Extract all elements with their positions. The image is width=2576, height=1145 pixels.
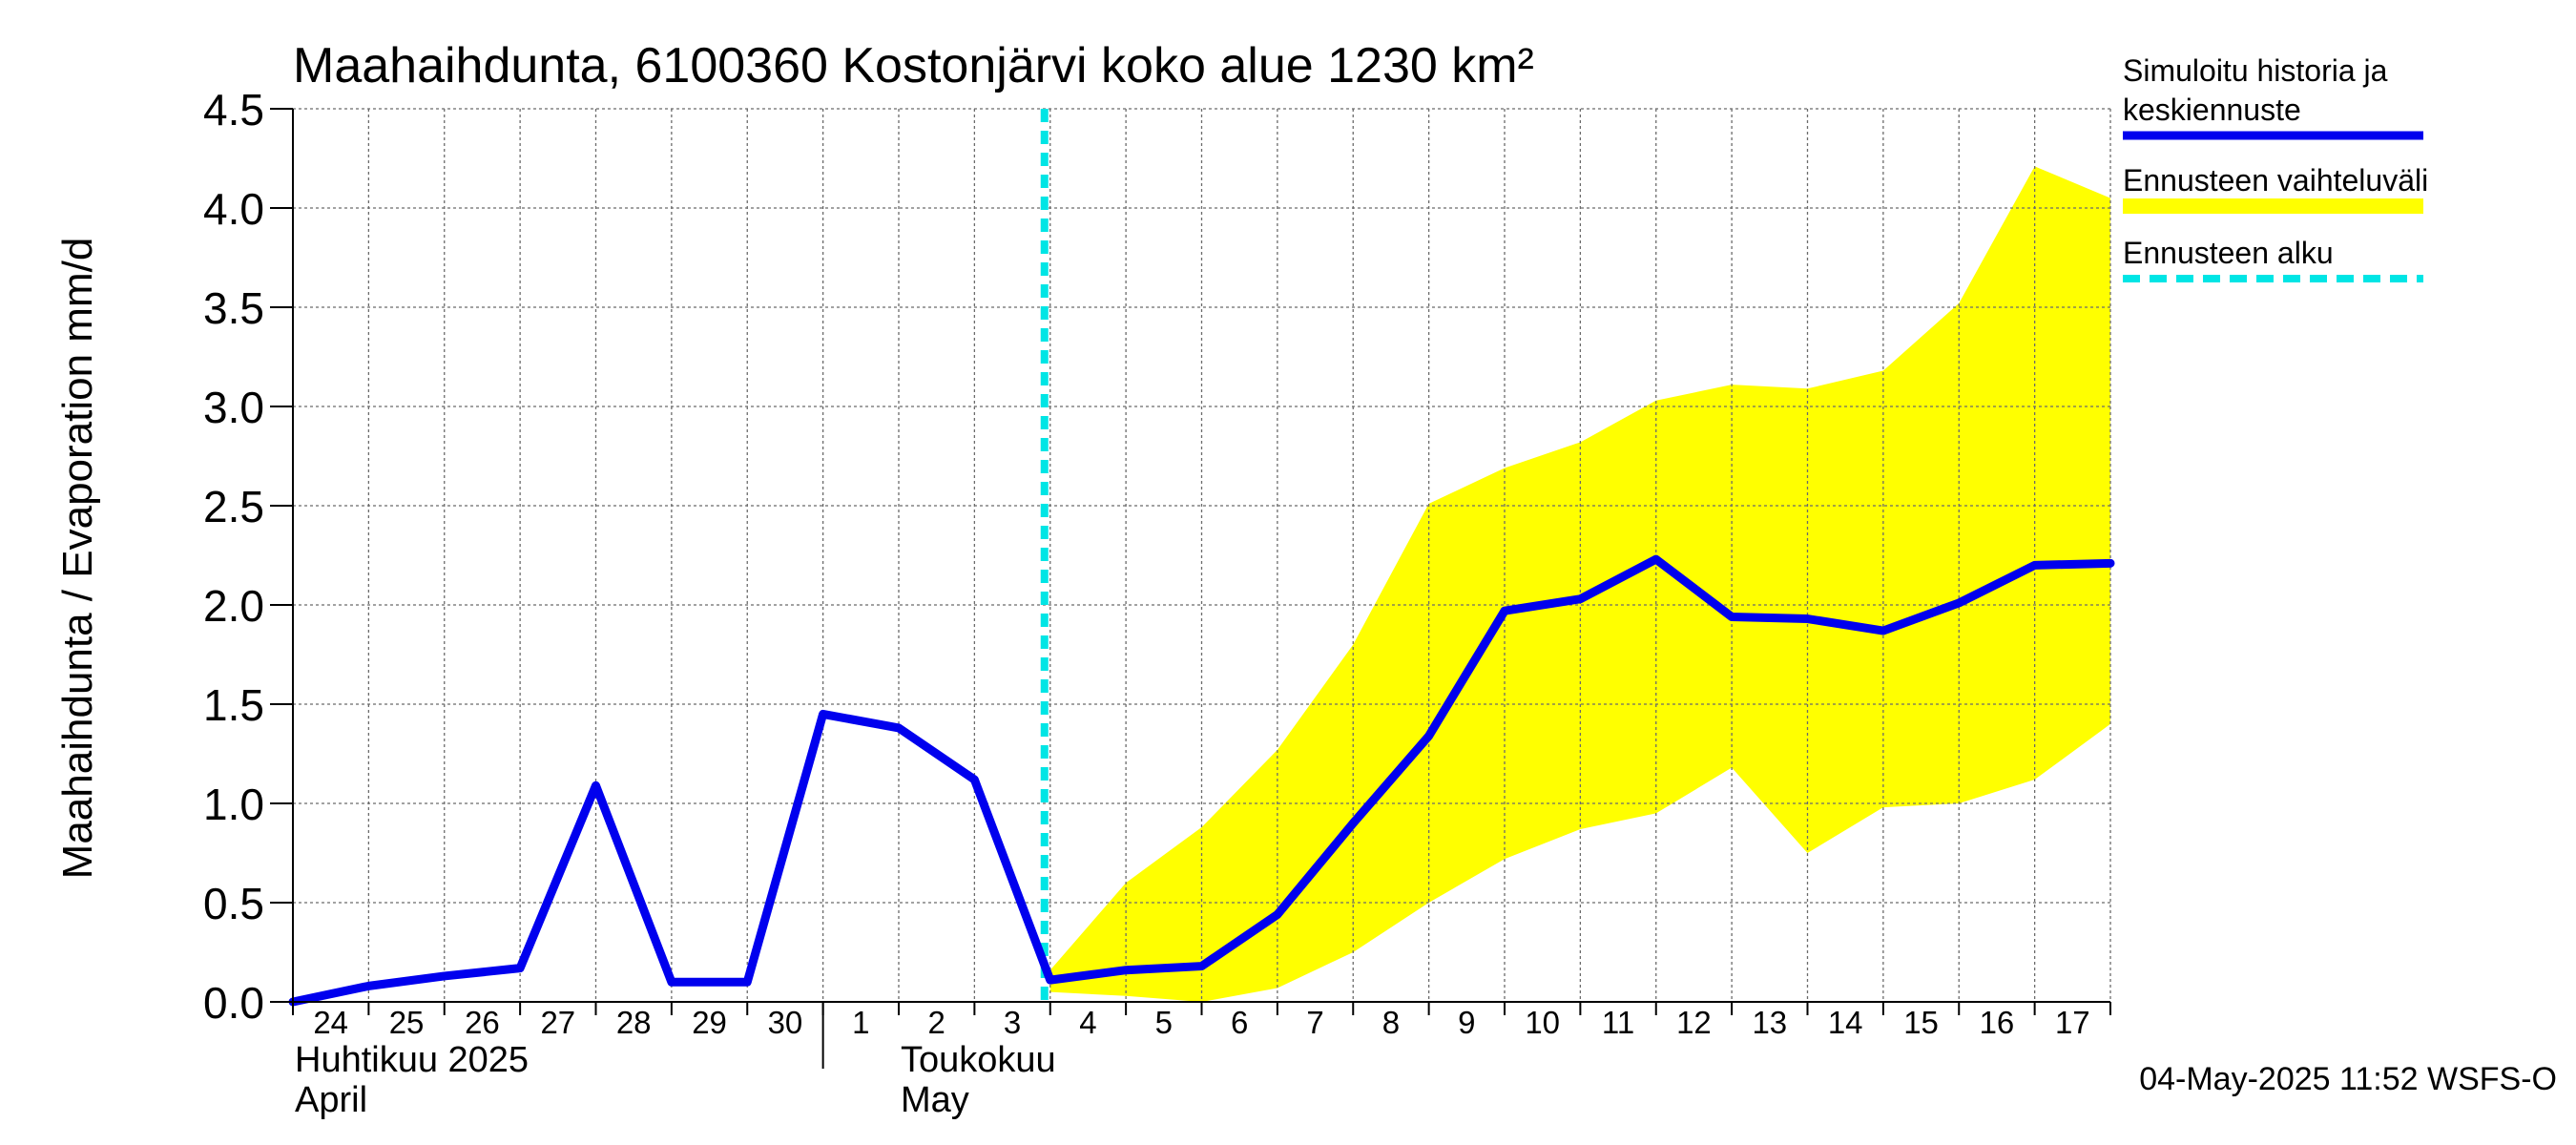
x-day-label: 5 xyxy=(1155,1005,1173,1040)
x-day-label: 30 xyxy=(768,1005,803,1040)
x-day-label: 14 xyxy=(1828,1005,1863,1040)
x-day-label: 11 xyxy=(1602,1005,1634,1040)
x-day-label: 29 xyxy=(692,1005,727,1040)
legend: Simuloitu historia ja keskiennuste Ennus… xyxy=(2123,53,2428,282)
x-day-label: 16 xyxy=(1980,1005,2015,1040)
month-label-line2: May xyxy=(901,1080,969,1120)
x-day-label: 25 xyxy=(389,1005,425,1040)
y-tick-label: 0.5 xyxy=(203,879,264,928)
x-day-label: 13 xyxy=(1752,1005,1787,1040)
x-day-label: 2 xyxy=(928,1005,945,1040)
x-day-label: 10 xyxy=(1525,1005,1560,1040)
legend-entry-0-line2: keskiennuste xyxy=(2123,93,2301,127)
y-tick-label: 2.0 xyxy=(203,581,264,631)
x-day-label: 27 xyxy=(540,1005,575,1040)
y-tick-label: 4.5 xyxy=(203,85,264,135)
grid-layer xyxy=(293,108,2111,1002)
x-day-label: 24 xyxy=(313,1005,348,1040)
y-tick-label: 3.5 xyxy=(203,283,264,333)
footer-timestamp: 04-May-2025 11:52 WSFS-O xyxy=(2139,1061,2557,1097)
x-day-label: 4 xyxy=(1079,1005,1096,1040)
x-day-label: 9 xyxy=(1458,1005,1475,1040)
x-day-label: 17 xyxy=(2055,1005,2090,1040)
x-day-label: 26 xyxy=(465,1005,500,1040)
axis-layer: 0.00.51.01.52.02.53.03.54.04.524 25 26 27 28… xyxy=(203,85,2111,1120)
x-day-label: 8 xyxy=(1382,1005,1400,1040)
x-day-label: 6 xyxy=(1231,1005,1248,1040)
x-day-label: 3 xyxy=(1004,1005,1021,1040)
y-tick-label: 4.0 xyxy=(203,184,264,234)
chart-title: Maahaihdunta, 6100360 Kostonjärvi koko a… xyxy=(293,38,1534,94)
y-tick-label: 2.5 xyxy=(203,482,264,531)
x-day-label: 1 xyxy=(852,1005,869,1040)
x-day-label: 12 xyxy=(1676,1005,1712,1040)
x-day-label: 15 xyxy=(1903,1005,1939,1040)
y-axis-label: Maahaihdunta / Evaporation mm/d xyxy=(54,238,101,880)
legend-entry-1-line1: Ennusteen vaihteluväli xyxy=(2123,163,2428,198)
x-day-label: 28 xyxy=(616,1005,652,1040)
legend-entry-0-line1: Simuloitu historia ja xyxy=(2123,53,2388,88)
series-layer xyxy=(288,554,2115,1007)
month-label-line2: April xyxy=(295,1080,367,1120)
y-tick-label: 1.5 xyxy=(203,680,264,730)
month-label-line1: Toukokuu xyxy=(901,1040,1056,1080)
x-day-label: 7 xyxy=(1306,1005,1323,1040)
legend-entry-2-line1: Ennusteen alku xyxy=(2123,236,2334,270)
y-tick-label: 1.0 xyxy=(203,780,264,829)
y-tick-label: 0.0 xyxy=(203,978,264,1028)
month-label-line1: Huhtikuu 2025 xyxy=(295,1040,529,1080)
y-tick-label: 3.0 xyxy=(203,383,264,432)
